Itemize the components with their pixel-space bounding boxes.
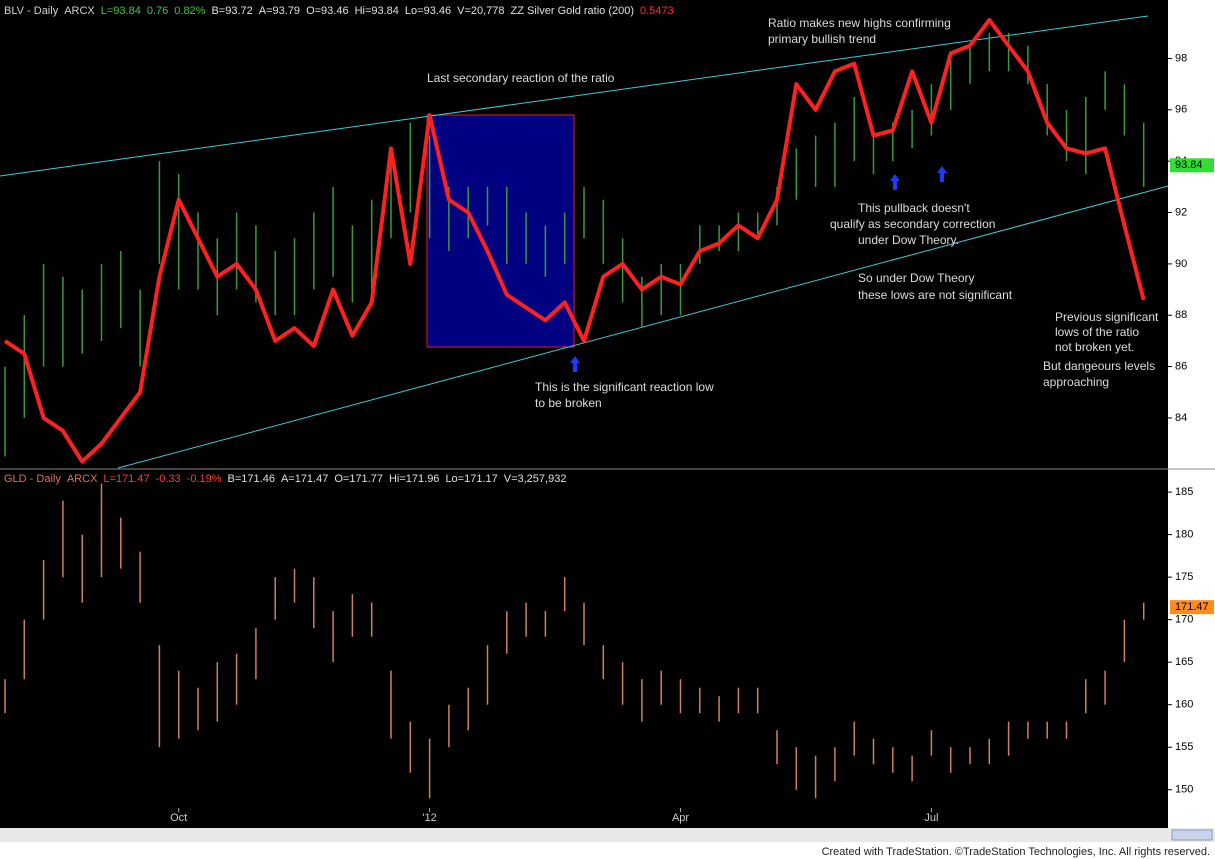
annotation: This is the significant reaction low xyxy=(535,380,714,394)
lower-trend-line xyxy=(117,185,1169,469)
upper-trend-line xyxy=(0,15,1149,177)
y-tick-label: 165 xyxy=(1175,656,1193,668)
annotation: So under Dow Theory xyxy=(858,271,975,285)
legend-item: -0.33 xyxy=(156,473,181,485)
legend-item: V=20,778 xyxy=(457,5,504,17)
y-tick-label: 88 xyxy=(1175,309,1187,321)
y-tick-label: 86 xyxy=(1175,360,1187,372)
plot-background xyxy=(0,0,1168,842)
last-value-tag xyxy=(1170,158,1214,173)
y-tick-label: 175 xyxy=(1175,571,1193,583)
last-value-tag xyxy=(1170,600,1214,615)
legend-item: A=171.47 xyxy=(281,473,328,485)
y-tick-label: 96 xyxy=(1175,104,1187,116)
highlight-box xyxy=(426,114,575,348)
legend-item: GLD - Daily xyxy=(4,473,61,485)
x-tick-label: Oct xyxy=(170,812,187,824)
annotation: qualify as secondary correction xyxy=(830,217,995,231)
legend-item: -0.19% xyxy=(187,473,222,485)
arrow xyxy=(937,166,947,182)
y-tick-label: 90 xyxy=(1175,258,1187,270)
legend-item: A=93.79 xyxy=(259,5,300,17)
ratio-line xyxy=(3,17,1146,464)
legend-item: Hi=93.84 xyxy=(355,5,399,17)
last-value-label: 171.47 xyxy=(1175,601,1209,613)
annotation: lows of the ratio xyxy=(1055,325,1139,339)
legend-item: O=93.46 xyxy=(306,5,349,17)
y-tick-label: 185 xyxy=(1175,486,1193,498)
y-tick-label: 150 xyxy=(1175,784,1193,796)
annotation: these lows are not significant xyxy=(858,288,1013,302)
legend-item: B=93.72 xyxy=(211,5,252,17)
legend-item: Lo=93.46 xyxy=(405,5,451,17)
annotation: under Dow Theory. xyxy=(858,233,959,247)
annotation: to be broken xyxy=(535,396,602,410)
legend: BLV - Daily ARCX L=93.84 0.76 0.82% B=93.72 A=… xyxy=(4,5,674,17)
annotation: Previous significant xyxy=(1055,310,1159,324)
y-tick-label: 92 xyxy=(1175,206,1187,218)
y-tick-label: 155 xyxy=(1175,741,1193,753)
legend-item: Hi=171.96 xyxy=(389,473,439,485)
arrow xyxy=(890,174,900,190)
scroll-strip xyxy=(0,828,1215,842)
legend-item: L=93.84 xyxy=(101,5,141,17)
y-tick-label: 180 xyxy=(1175,529,1193,541)
axis-background xyxy=(1168,0,1215,842)
y-tick-label: 160 xyxy=(1175,699,1193,711)
arrow xyxy=(570,356,580,372)
legend: GLD - Daily ARCX L=171.47 -0.33 -0.19% B=171.… xyxy=(4,473,566,485)
legend-item: O=171.77 xyxy=(334,473,383,485)
annotation: But dangeours levels xyxy=(1043,359,1155,373)
y-tick-label: 98 xyxy=(1175,52,1187,64)
arrows xyxy=(570,166,947,372)
footer: Created with TradeStation. ©TradeStation… xyxy=(822,846,1210,858)
legend-item: ZZ Silver Gold ratio (200) xyxy=(511,5,634,17)
x-tick-label: Apr xyxy=(672,812,689,824)
legend-item: L=171.47 xyxy=(103,473,149,485)
legend-item: BLV - Daily xyxy=(4,5,59,17)
y-tick-label: 84 xyxy=(1175,412,1187,424)
x-tick-label: '12 xyxy=(422,812,436,824)
legend-item: Lo=171.17 xyxy=(445,473,497,485)
annotation: Last secondary reaction of the ratio xyxy=(427,71,615,85)
y-tick-label: 170 xyxy=(1175,614,1193,626)
legend-item: 0.76 xyxy=(147,5,168,17)
legend-item: ARCX xyxy=(64,5,95,17)
legend-item: ARCX xyxy=(67,473,98,485)
legend-item: V=3,257,932 xyxy=(504,473,567,485)
annotation: primary bullish trend xyxy=(768,32,876,46)
legend-item: 0.5473 xyxy=(640,5,674,17)
annotation: Ratio makes new highs confirming xyxy=(768,16,951,30)
annotation: not broken yet. xyxy=(1055,340,1134,354)
legend-item: B=171.46 xyxy=(228,473,275,485)
annotation: approaching xyxy=(1043,375,1109,389)
last-value-label: 93.84 xyxy=(1175,159,1203,171)
legend-item: 0.82% xyxy=(174,5,205,17)
x-tick-label: Jul xyxy=(924,812,938,824)
annotation: This pullback doesn't xyxy=(858,201,970,215)
scrollbar[interactable] xyxy=(1171,829,1213,841)
